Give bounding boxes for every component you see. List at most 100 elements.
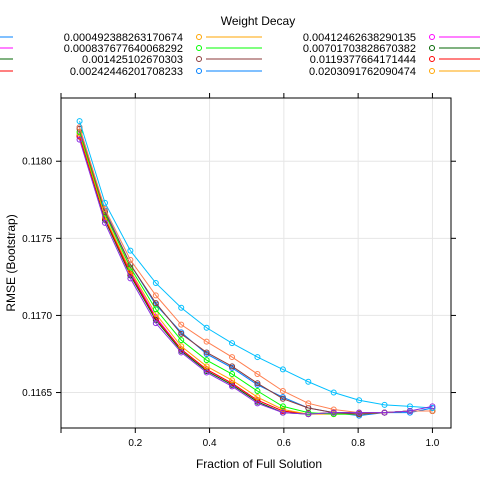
data-point <box>279 395 286 402</box>
legend-label: 0.000837677640068292 <box>64 43 183 55</box>
x-tick-label: 0.8 <box>351 438 365 449</box>
data-point <box>178 304 185 311</box>
y-tick-label: 0.1180 <box>22 157 52 168</box>
data-point <box>279 409 286 416</box>
data-point <box>330 406 337 413</box>
data-point <box>254 354 261 361</box>
legend-label: 0.00242446201708233 <box>70 66 183 78</box>
series-4 <box>76 133 436 418</box>
data-point <box>381 401 388 408</box>
data-point <box>254 394 261 401</box>
plot-frame <box>60 97 452 429</box>
data-point <box>330 409 337 416</box>
data-point <box>305 411 312 418</box>
legend-label: 0.00412462638290135 <box>303 32 416 44</box>
data-point <box>356 409 363 416</box>
data-point <box>203 369 210 376</box>
legend-item: 0.0119377664171444 <box>310 54 480 66</box>
data-point <box>178 349 185 356</box>
data-point <box>203 357 210 364</box>
axes: 0.2 0.4 0.6 0.8 1.0 0.1165 0.1170 0.1175 0.1180 <box>22 93 456 449</box>
data-point <box>152 306 159 313</box>
data-point <box>254 387 261 394</box>
data-point <box>101 199 108 206</box>
data-point <box>356 397 363 404</box>
legend-item: 0.000837677640068292 <box>64 43 262 55</box>
data-point <box>229 383 236 390</box>
legend-item: 0.001425102670303 <box>82 54 262 66</box>
data-point <box>229 371 236 378</box>
data-point <box>127 256 134 263</box>
data-point <box>127 247 134 254</box>
data-point <box>152 292 159 299</box>
data-point <box>178 321 185 328</box>
legend-marker <box>429 34 435 40</box>
x-axis-label: Fraction of Full Solution <box>196 457 322 471</box>
data-point <box>178 337 185 344</box>
data-point <box>152 280 159 287</box>
data-point <box>152 320 159 327</box>
data-point <box>76 136 83 143</box>
data-point <box>229 377 236 384</box>
data-point <box>406 408 413 415</box>
legend-marker <box>196 34 202 40</box>
data-point <box>76 124 83 131</box>
legend-label: 0.0119377664171444 <box>310 54 416 66</box>
legend-title: Weight Decay <box>221 14 295 28</box>
data-point <box>127 275 134 282</box>
legend-item: 0.00701703828670382 <box>303 43 480 55</box>
data-point <box>101 219 108 226</box>
data-point <box>305 400 312 407</box>
data-point <box>76 118 83 125</box>
series-line <box>79 139 433 415</box>
data-point <box>254 371 261 378</box>
data-point <box>229 340 236 347</box>
legend-marker <box>429 45 435 51</box>
data-point <box>279 366 286 373</box>
legend-label: 0.001425102670303 <box>82 54 183 66</box>
legend: Weight Decay 0.0004923882631706740.00083… <box>0 14 480 78</box>
legend-item: 0.0203091762090474 <box>309 66 480 78</box>
data-point <box>203 324 210 331</box>
x-tick-label: 1.0 <box>425 438 439 449</box>
grid <box>61 98 451 428</box>
legend-label: 0.000492388263170674 <box>64 32 183 44</box>
x-tick-label: 0.4 <box>203 438 217 449</box>
series-line <box>79 120 433 409</box>
data-point <box>229 354 236 361</box>
data-point <box>152 300 159 307</box>
data-point <box>203 349 210 356</box>
data-point <box>381 409 388 416</box>
data-point <box>203 363 210 370</box>
legend-item: 0.00412462638290135 <box>303 32 480 44</box>
data-point <box>254 400 261 407</box>
data-point <box>305 378 312 385</box>
legend-item: 0.00242446201708233 <box>70 66 262 78</box>
y-axis-label: RMSE (Bootstrap) <box>4 214 18 311</box>
legend-item: 0.000492388263170674 <box>64 32 262 44</box>
y-tick-label: 0.1165 <box>22 388 52 399</box>
data-point <box>279 403 286 410</box>
data-point <box>429 403 436 410</box>
legend-marker <box>429 56 435 62</box>
series-10 <box>76 136 436 418</box>
y-tick-label: 0.1170 <box>22 311 52 322</box>
x-tick-label: 0.2 <box>128 438 142 449</box>
legend-marker <box>196 68 202 74</box>
data-point <box>178 343 185 350</box>
data-point <box>203 338 210 345</box>
data-point <box>279 406 286 413</box>
y-tick-label: 0.1175 <box>22 234 52 245</box>
data-point <box>254 380 261 387</box>
legend-label: 0.0203091762090474 <box>309 66 416 78</box>
legend-label: 0.00701703828670382 <box>303 43 416 55</box>
x-tick-label: 0.6 <box>277 438 291 449</box>
data-point <box>279 387 286 394</box>
series-line <box>79 128 433 415</box>
data-point <box>101 206 108 213</box>
data-point <box>178 330 185 337</box>
series-layer <box>76 118 436 419</box>
legend-marker <box>429 68 435 74</box>
data-point <box>229 363 236 370</box>
